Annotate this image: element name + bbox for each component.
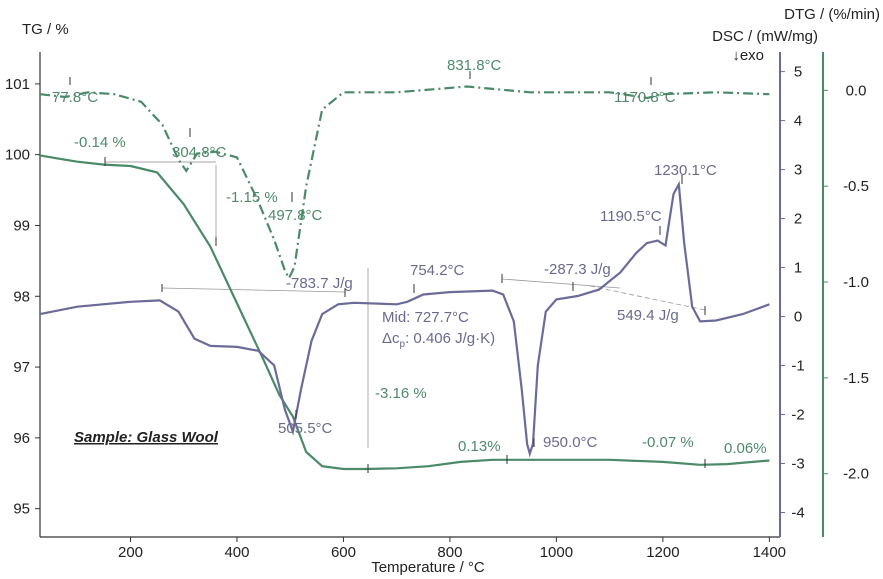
ann-dsc-dcp-value: : 0.406 J/g·K) xyxy=(405,330,495,347)
x-tick-label: 400 xyxy=(224,544,249,561)
dsc-tick-label: 1 xyxy=(794,260,802,277)
dsc-baseline-2 xyxy=(501,278,621,289)
ann-dsc-754: 754.2°C xyxy=(410,262,465,279)
ann-tg-step2: -1.15 % xyxy=(226,189,278,206)
ann-dtg-832: 831.8°C xyxy=(447,57,502,74)
ann-tg-step5: -0.07 % xyxy=(642,434,694,451)
ann-dsc-enthalpy2: -287.3 J/g xyxy=(544,261,611,278)
ann-tg-step3: -3.16 % xyxy=(375,385,427,402)
ann-dsc-dcp-label: Δc xyxy=(382,330,400,347)
sample-label: Sample: Glass Wool xyxy=(74,429,219,446)
curve-markers xyxy=(69,71,706,473)
ann-dsc-1230: 1230.1°C xyxy=(654,162,717,179)
x-axis-title: Temperature / °C xyxy=(371,559,485,576)
ann-dsc-1190: 1190.5°C xyxy=(600,208,662,225)
dsc-curve xyxy=(39,180,770,458)
ann-dtg-305: 304.8°C xyxy=(172,144,227,161)
ann-tg-step1: -0.14 % xyxy=(74,134,126,151)
x-tick-label: 800 xyxy=(437,544,462,561)
tg-tick-label: 99 xyxy=(13,217,30,234)
x-tick-label: 1000 xyxy=(540,544,573,561)
ann-tg-step6: 0.06% xyxy=(724,440,767,457)
dsc-tick-label: 3 xyxy=(794,162,802,179)
tg-axis-title: TG / % xyxy=(22,21,69,38)
tg-tick-label: 95 xyxy=(13,501,30,518)
dsc-tick-label: -2 xyxy=(791,407,804,424)
exo-indicator: ↓exo xyxy=(732,47,764,64)
x-tick-label: 1200 xyxy=(646,544,679,561)
dsc-axis-title: DSC / (mW/mg) xyxy=(712,28,818,45)
dsc-tick-label: -4 xyxy=(791,505,804,522)
dsc-tick-label: 4 xyxy=(794,113,802,130)
x-tick-label: 1400 xyxy=(753,544,786,561)
ann-dsc-dcp-sub: p xyxy=(400,339,406,350)
dtg-curve xyxy=(39,85,770,281)
ann-dsc-enthalpy1: -783.7 J/g xyxy=(286,275,353,292)
ann-dsc-505: 505.5°C xyxy=(278,420,333,437)
dsc-tick-label: -1 xyxy=(791,358,804,375)
dtg-ticks: 0.0 -0.5 -1.0 -1.5 -2.0 xyxy=(823,82,869,483)
dsc-baseline-1 xyxy=(161,287,346,293)
dsc-ticks: -4 -3 -2 -1 0 1 2 3 4 5 xyxy=(780,64,805,522)
ann-dtg-77: 77.8°C xyxy=(52,89,98,106)
tg-ticks: 95 96 97 98 99 100 101 xyxy=(5,76,40,518)
ann-dsc-mid: Mid: 727.7°C xyxy=(382,309,469,326)
tg-tick-label: 101 xyxy=(5,76,30,93)
dtg-axis-title: DTG / (%/min) xyxy=(784,6,880,23)
dsc-baseline-3 xyxy=(589,285,706,311)
ann-dtg-1171: 1170.8°C xyxy=(614,89,676,106)
dtg-tick-label: -1.5 xyxy=(843,370,869,387)
tg-tick-label: 97 xyxy=(13,359,30,376)
dsc-tick-label: 0 xyxy=(794,309,802,326)
dsc-tick-label: -3 xyxy=(791,456,804,473)
ann-tg-step4: 0.13% xyxy=(458,438,501,455)
dsc-tick-label: 2 xyxy=(794,211,802,228)
tg-tick-label: 100 xyxy=(5,147,30,164)
tg-tick-label: 98 xyxy=(13,288,30,305)
dtg-tick-label: -1.0 xyxy=(843,274,869,291)
dsc-tick-label: 5 xyxy=(794,64,802,81)
dtg-tick-label: 0.0 xyxy=(846,82,867,99)
tg-curve xyxy=(39,154,770,471)
ann-dsc-950: 950.0°C xyxy=(543,434,598,451)
dtg-tick-label: -0.5 xyxy=(843,178,869,195)
x-ticks: 200 400 600 800 1000 1200 1400 xyxy=(118,537,786,561)
dtg-tick-label: -2.0 xyxy=(843,466,869,483)
ann-dsc-enthalpy3: 549.4 J/g xyxy=(617,307,679,324)
ann-dtg-498: 497.8°C xyxy=(268,207,323,224)
x-tick-label: 600 xyxy=(331,544,356,561)
x-tick-label: 200 xyxy=(118,544,143,561)
ann-dsc-dcp: Δcp: 0.406 J/g·K) xyxy=(382,330,495,350)
tg-tick-label: 96 xyxy=(13,430,30,447)
